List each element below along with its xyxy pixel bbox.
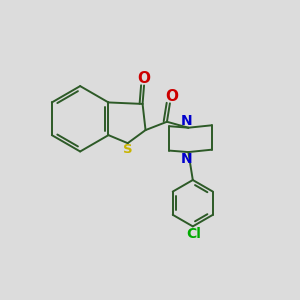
Text: O: O — [165, 89, 178, 104]
Text: N: N — [181, 152, 193, 166]
Text: O: O — [138, 71, 151, 86]
Text: S: S — [124, 143, 133, 156]
Text: N: N — [181, 114, 193, 128]
Text: Cl: Cl — [186, 227, 201, 241]
